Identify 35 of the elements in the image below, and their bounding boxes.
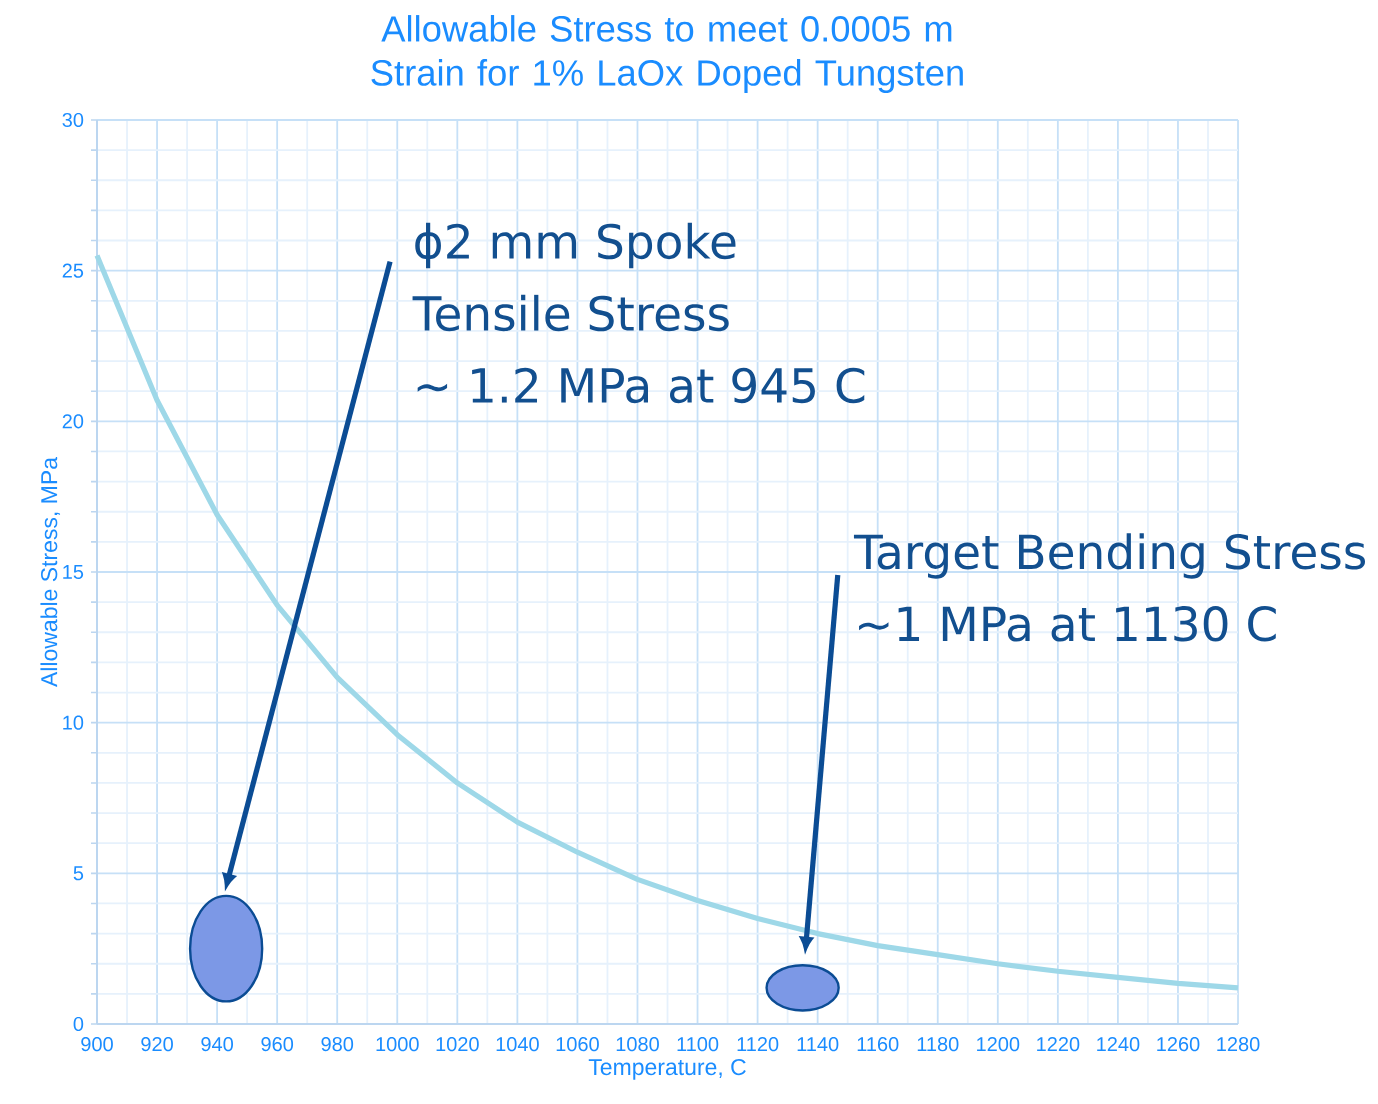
x-tick-label: 1240 [1097,1037,1140,1052]
annotation: ϕ2 mm Spoke [415,222,736,269]
y-axis-title: Allowable Stress, MPa [40,457,61,688]
x-tick-label: 960 [261,1037,294,1052]
y-tick-label: 10 [63,715,84,730]
x-tick-label: 1280 [1217,1037,1260,1052]
x-tick-label: 1060 [556,1037,599,1052]
x-tick-label: 980 [321,1037,354,1052]
x-axis-title: Temperature, C [588,1058,746,1080]
x-tick-label: 1040 [496,1037,539,1052]
x-tick-label: 1000 [376,1037,419,1052]
chart-title: Allowable Stress to meet 0.0005 m Strain for 1% LaOx Doped Tungsten [371,15,963,93]
annotation: ~ 1.2 MPa at 945 C [417,367,865,404]
x-tick-label: 900 [81,1037,113,1052]
y-tick-label: 5 [73,866,84,881]
annotation: ~1 MPa at 1130 C [859,606,1276,642]
y-tick-label: 25 [62,263,84,278]
x-tick-label: 1080 [616,1037,659,1052]
y-tick-label: 15 [63,565,84,579]
x-tick-label: 1100 [677,1037,719,1052]
annotation: Tensile Stress [412,294,729,332]
x-tick-label: 1180 [917,1037,959,1052]
x-tick-label: 1220 [1037,1037,1080,1052]
x-tick-label: 1200 [977,1037,1020,1052]
x-tick-label: 1020 [436,1037,479,1052]
x-tick-label: 1120 [737,1037,779,1052]
x-tick-label: 1160 [857,1037,899,1052]
y-tick-label: 0 [73,1016,84,1032]
annotation: Target Bending Stress [853,533,1366,579]
x-tick-label: 920 [141,1037,173,1052]
x-tick-label: 940 [201,1037,234,1052]
x-tick-label: 1140 [797,1037,839,1052]
x-tick-label: 1260 [1157,1037,1200,1052]
y-tick-label: 20 [62,414,84,429]
y-tick-label: 30 [62,112,84,128]
